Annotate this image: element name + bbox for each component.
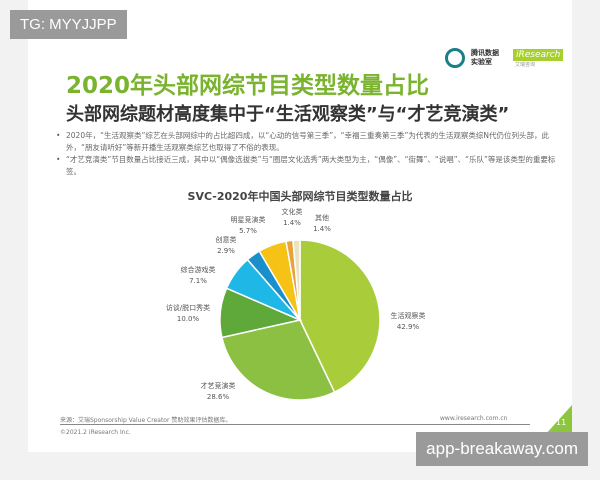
pie-slice-value: 42.9%: [397, 323, 420, 331]
iresearch-logo: iResearch: [513, 48, 564, 61]
footer-url: www.iresearch.com.cn: [440, 415, 508, 422]
iresearch-sub: 艾瑞咨询: [515, 61, 536, 68]
pie-slice-value: 5.7%: [239, 227, 257, 235]
bullet: “才艺竞演类”节目数量占比接近三成，其中以“偶像选拔类”与“圈层文化选秀”两大类…: [56, 154, 556, 178]
pie-slice-label: 综合游戏类: [181, 265, 216, 274]
pie-slice-value: 2.9%: [217, 247, 235, 255]
pie-slice-label: 生活观察类: [391, 311, 426, 320]
pie-slice-label: 文化类: [282, 207, 303, 216]
pie-slice-label: 创意类: [216, 235, 237, 244]
pie-slice-label: 其他: [315, 213, 329, 222]
pie-slice: [299, 239, 381, 394]
pie-slice-value: 1.4%: [313, 225, 331, 233]
tencent-data-lab-logo-icon: [445, 48, 465, 68]
watermark-top-left: TG: MYYJJPP: [10, 10, 127, 39]
bullet-list: 2020年，“生活观察类”综艺在头部网综中的占比超四成，以“心动的信号第三季”，…: [56, 130, 556, 178]
pie-slice-value: 28.6%: [207, 393, 230, 401]
pie-slice-value: 10.0%: [177, 315, 200, 323]
slide-subtitle: 头部网综题材高度集中于“生活观察类”与“才艺竞演类”: [66, 104, 510, 125]
pie-slice-label: 才艺竞演类: [201, 381, 236, 390]
chart-title: SVC-2020年中国头部网综节目类型数量占比: [187, 190, 413, 203]
logo: 腾讯数据 实验室 iResearch 艾瑞咨询: [445, 48, 564, 68]
logo-name-1: 腾讯数据: [471, 49, 499, 57]
pie-slice-label: 访谈/脱口秀类: [166, 303, 210, 312]
footer-source: 来源：艾瑞Sponsorship Value Creator 赞助效果评估数据库…: [60, 417, 232, 424]
pie-slice: [221, 319, 336, 401]
logo-name-2: 实验室: [471, 58, 492, 66]
watermark-bottom-right: app-breakaway.com: [416, 432, 588, 466]
footer-divider: [60, 424, 530, 425]
pie-slice: [292, 239, 301, 321]
pie-slice-label: 明星竞演类: [231, 215, 266, 224]
slide-title: 2020年头部网综节目类型数量占比: [66, 73, 430, 99]
pie-slice-value: 7.1%: [189, 277, 207, 285]
bullet: 2020年，“生活观察类”综艺在头部网综中的占比超四成，以“心动的信号第三季”，…: [56, 130, 556, 154]
page-number: 11: [556, 418, 567, 427]
footer-copyright: ©2021.2 iResearch Inc.: [60, 429, 131, 436]
pie-slice-value: 1.4%: [283, 219, 301, 227]
